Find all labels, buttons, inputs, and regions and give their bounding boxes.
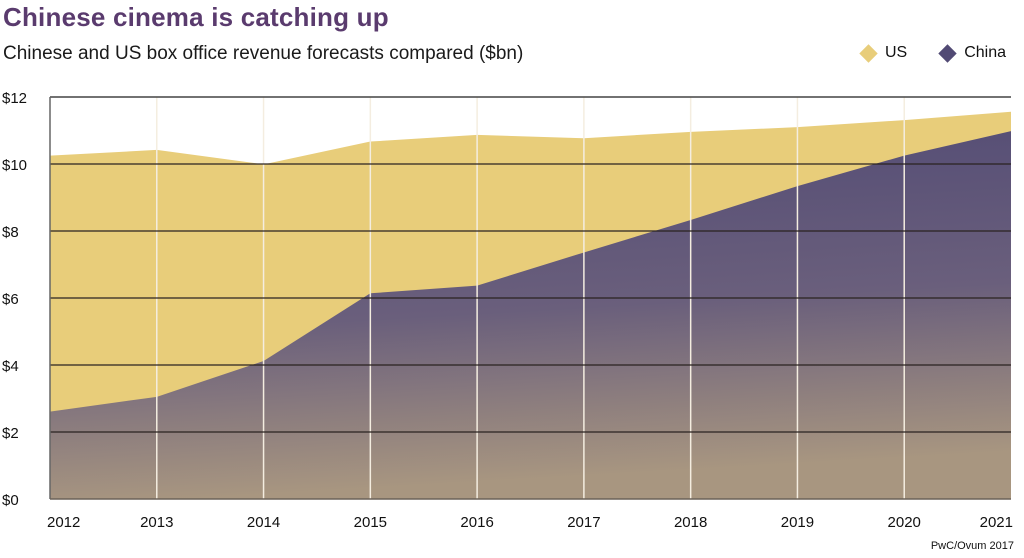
legend: US China xyxy=(859,43,1006,63)
chart-title: Chinese cinema is catching up xyxy=(3,2,389,32)
y-tick-label: $2 xyxy=(2,425,19,442)
x-tick-label: 2013 xyxy=(140,514,173,531)
x-tick-label: 2021 xyxy=(980,514,1013,531)
x-tick-label: 2019 xyxy=(781,514,814,531)
source-note: PwC/Ovum 2017 xyxy=(930,540,1014,552)
y-tick-label: $12 xyxy=(2,90,27,107)
y-tick-label: $10 xyxy=(2,157,27,174)
y-tick-label: $8 xyxy=(2,224,19,241)
area-china xyxy=(50,131,1011,500)
legend-item-china: China xyxy=(938,43,1006,63)
x-tick-label: 2018 xyxy=(674,514,707,531)
chart-subtitle: Chinese and US box office revenue foreca… xyxy=(3,43,524,64)
x-tick-label: 2015 xyxy=(354,514,387,531)
x-tick-label: 2020 xyxy=(888,514,921,531)
y-tick-label: $4 xyxy=(2,358,19,375)
y-tick-label: $6 xyxy=(2,291,19,308)
y-tick-label: $0 xyxy=(2,492,19,509)
legend-label-china: China xyxy=(964,44,1006,61)
x-tick-label: 2014 xyxy=(247,514,280,531)
x-tick-label: 2012 xyxy=(47,514,80,531)
legend-label-us: US xyxy=(884,44,908,61)
legend-item-us: US xyxy=(859,43,908,63)
x-tick-label: 2017 xyxy=(567,514,600,531)
x-tick-label: 2016 xyxy=(460,514,493,531)
